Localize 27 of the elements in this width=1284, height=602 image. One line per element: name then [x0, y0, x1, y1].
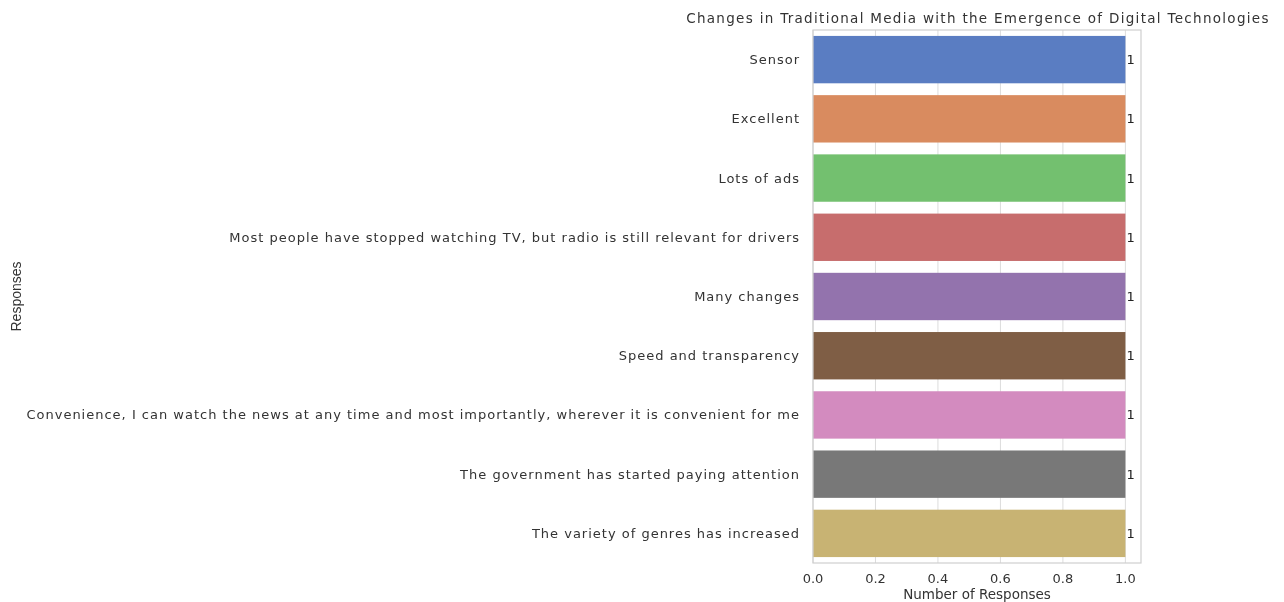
x-tick-label: 0.0: [802, 571, 824, 586]
data-label: 1: [1126, 229, 1135, 245]
y-tick-label: Many changes: [694, 289, 800, 305]
x-tick-label: 0.8: [1052, 571, 1074, 586]
x-tick-label: 0.6: [990, 571, 1011, 586]
data-label: 1: [1126, 525, 1135, 541]
data-label: 1: [1126, 407, 1135, 423]
y-tick-label: Speed and transparency: [618, 348, 800, 364]
x-tick-label: 1.0: [1115, 571, 1136, 586]
data-label: 1: [1126, 289, 1135, 305]
x-axis-title: Number of Responses: [903, 586, 1051, 602]
data-label: 1: [1126, 348, 1135, 364]
data-label: 1: [1126, 170, 1135, 186]
data-label: 1: [1126, 111, 1135, 127]
x-tick-label: 0.4: [927, 571, 949, 586]
y-tick-label: Most people have stopped watching TV, but radio is still relevant for drivers: [229, 229, 800, 245]
data-label: 1: [1126, 52, 1135, 68]
y-axis-title: Responses: [8, 261, 24, 332]
y-tick-label: Lots of ads: [718, 170, 800, 186]
x-tick-label: 0.2: [865, 571, 886, 586]
y-tick-label: The variety of genres has increased: [530, 525, 800, 541]
y-tick-label: Excellent: [731, 111, 800, 127]
data-label: 1: [1126, 466, 1135, 482]
y-tick-label: Sensor: [749, 52, 800, 68]
y-tick-label: Convenience, I can watch the news at any time and most importantly, wherever it is convenient for me: [26, 407, 800, 423]
chart-title: Changes in Traditional Media with the Emergence of Digital Technologies: [686, 10, 1270, 26]
y-tick-label: The government has started paying attention: [459, 466, 800, 482]
